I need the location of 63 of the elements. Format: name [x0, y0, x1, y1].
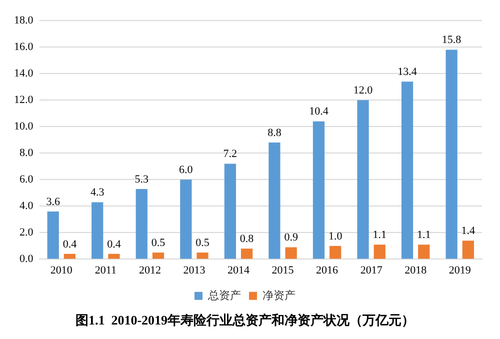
bar	[401, 82, 414, 259]
x-tick-label: 2012	[138, 264, 161, 277]
data-label: 0.4	[62, 238, 78, 250]
data-label: 0.8	[240, 232, 254, 245]
x-tick-label: 2019	[448, 264, 472, 277]
bar	[47, 211, 59, 259]
data-label: 6.0	[179, 164, 194, 176]
data-label: 1.1	[372, 229, 386, 242]
bar	[285, 247, 297, 259]
bar	[374, 244, 386, 259]
data-label: 3.6	[46, 196, 60, 208]
data-label: 1.1	[417, 229, 431, 242]
x-tick-label: 2015	[272, 264, 294, 277]
bar	[268, 142, 280, 259]
y-tick-label: 4.0	[20, 200, 34, 212]
x-tick-label: 2014	[227, 264, 250, 277]
y-tick-label: 2.0	[20, 226, 34, 239]
legend-label: 总资产	[207, 288, 241, 302]
data-label: 1.4	[461, 225, 476, 238]
data-label: 13.4	[398, 66, 418, 78]
bar	[240, 248, 253, 259]
x-tick-label: 2011	[94, 264, 116, 277]
data-label: 4.3	[90, 186, 105, 199]
bar	[312, 121, 325, 259]
bar	[92, 202, 104, 259]
x-tick-label: 2013	[183, 264, 206, 277]
data-label: 7.2	[223, 148, 238, 160]
legend-label: 净资产	[262, 288, 296, 302]
data-label: 0.5	[151, 236, 166, 249]
bar	[357, 100, 369, 259]
data-label: 1.0	[328, 230, 343, 242]
bar	[180, 180, 192, 259]
y-tick-label: 0.0	[20, 253, 34, 266]
bar	[152, 252, 164, 259]
bar	[136, 188, 148, 259]
data-label: 12.0	[353, 84, 374, 97]
bar	[446, 50, 458, 259]
y-tick-label: 10.0	[14, 120, 34, 133]
x-tick-label: 2017	[360, 264, 383, 277]
x-tick-label: 2010	[50, 264, 73, 277]
bar	[64, 254, 76, 259]
data-label: 15.8	[442, 34, 462, 46]
bar	[330, 246, 342, 259]
data-label: 0.4	[107, 238, 122, 250]
data-label: 0.9	[284, 232, 298, 244]
y-tick-label: 18.0	[14, 14, 34, 26]
y-tick-label: 6.0	[20, 174, 34, 186]
bar	[418, 244, 430, 259]
bar	[108, 254, 120, 259]
text: 图1.1 2010-2019年寿险行业总资产和净资产状况（万亿元）	[75, 312, 415, 328]
bar	[196, 252, 208, 259]
y-tick-label: 16.0	[14, 41, 34, 53]
y-tick-label: 14.0	[14, 68, 34, 80]
data-label: 0.5	[196, 236, 210, 249]
y-tick-label: 12.0	[14, 94, 34, 106]
bar	[462, 240, 474, 259]
y-tick-label: 8.0	[20, 147, 34, 160]
data-label: 8.8	[268, 126, 282, 139]
data-label: 10.4	[309, 106, 329, 118]
x-tick-label: 2016	[316, 264, 339, 277]
bar	[224, 164, 236, 259]
data-label: 5.3	[134, 173, 150, 186]
x-tick-label: 2018	[404, 264, 428, 277]
